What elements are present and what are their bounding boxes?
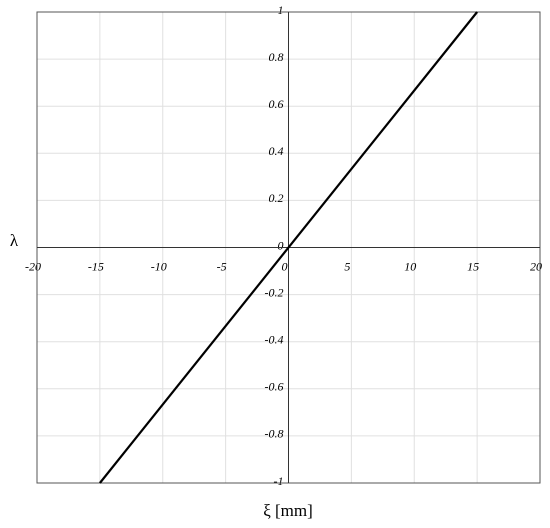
y-tick-label: -0.4 — [265, 332, 284, 346]
y-tick-label: 0.8 — [269, 50, 284, 64]
y-tick-label: 0.4 — [269, 144, 284, 158]
data-line — [99, 11, 478, 484]
x-tick-label: 15 — [467, 259, 479, 273]
y-tick-label: 1 — [278, 3, 284, 17]
y-tick-label: -0.8 — [265, 427, 284, 441]
x-tick-label: 20 — [530, 259, 542, 273]
y-tick-label: 0 — [278, 238, 284, 252]
x-tick-label: 5 — [344, 259, 350, 273]
y-tick-label: 0.2 — [269, 191, 284, 205]
x-axis-label: ξ [mm] — [263, 501, 313, 520]
x-tick-label: -10 — [151, 259, 167, 273]
x-tick-label: -20 — [25, 259, 41, 273]
x-tick-label: -15 — [88, 259, 104, 273]
y-tick-label: -1 — [274, 474, 284, 488]
x-tick-label: -5 — [217, 259, 227, 273]
y-tick-label: -0.6 — [265, 380, 284, 394]
y-tick-label: -0.2 — [265, 285, 284, 299]
y-tick-label: 0.6 — [269, 97, 284, 111]
y-axis-label: λ — [10, 231, 19, 250]
x-tick-label: 10 — [404, 259, 416, 273]
x-tick-label: 0 — [282, 259, 288, 273]
